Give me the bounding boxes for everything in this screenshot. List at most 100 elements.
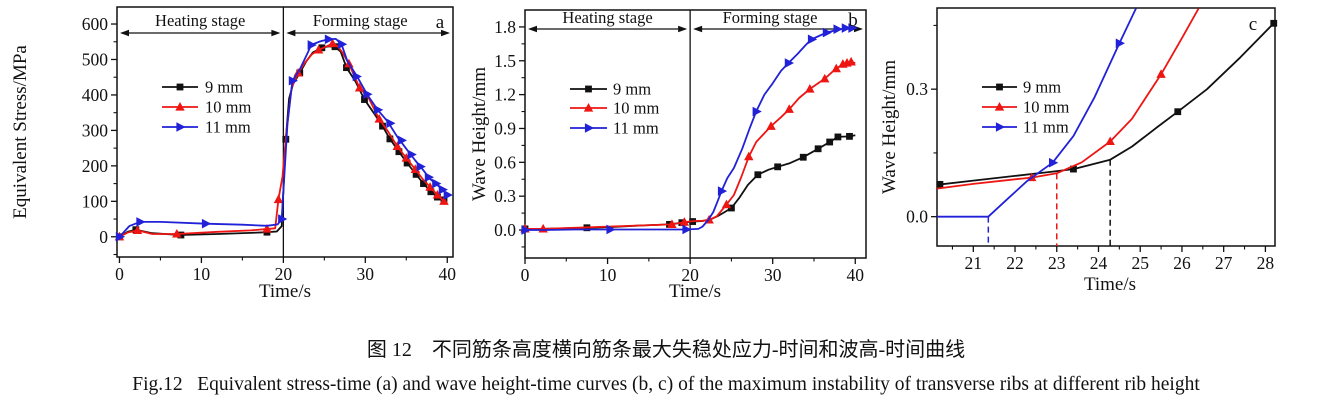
- legend-entry-11mm: 11 mm: [982, 118, 1069, 137]
- series-10mm-marker-icon: [410, 164, 421, 174]
- chart-c-wave-height-time-zoom: 21 22 23 24 25 26 27 28 0.0 0.3 Time/s Wave Height/…: [880, 7, 1278, 295]
- chart-b-wave-height-time: 0 10 20 30 40 0.0 0.3 0.6 0.9 1.2 1.5 1.8 Time/s Wave…: [469, 8, 867, 302]
- series-11mm-marker-icon: [407, 149, 417, 160]
- series-11mm-markers: [115, 34, 453, 242]
- chart-a-y-axis-ticks: 0 100 200 300 400 500 600: [82, 14, 117, 256]
- stage-label-heating: Heating stage: [562, 8, 652, 27]
- caption-chinese: 图 12 不同筋条高度横向筋条最大失稳处应力-时间和波高-时间曲线: [366, 339, 966, 361]
- y-tick-label: 100: [82, 191, 109, 211]
- series-9mm-marker-icon: [814, 145, 822, 153]
- series-10mm-marker-icon: [820, 73, 830, 83]
- series-11mm-marker-icon: [374, 105, 384, 115]
- series-11mm-line: [525, 27, 856, 231]
- y-tick-label: 400: [82, 85, 109, 105]
- x-tick-label: 30: [357, 264, 375, 284]
- chart-a-x-axis-ticks: 0 10 20 30 40: [115, 257, 456, 284]
- series-11mm-marker-icon: [115, 231, 126, 242]
- chart-b-x-axis-ticks: 0 10 20 30 40: [521, 258, 865, 285]
- y-tick-label: 200: [82, 156, 109, 176]
- series-11mm-marker-icon: [386, 118, 396, 129]
- series-10mm-marker-icon: [744, 151, 754, 161]
- series-11mm-marker-icon: [443, 190, 453, 200]
- series-10mm-marker-icon: [313, 44, 324, 54]
- series-11mm-marker-icon: [833, 24, 843, 34]
- series-10mm-marker-icon: [831, 63, 841, 73]
- y-tick-label: 0.6: [494, 152, 516, 172]
- legend-entry-9mm: 9 mm: [570, 80, 651, 99]
- x-tick-label: 20: [681, 265, 699, 285]
- y-tick-label: 0.0: [906, 207, 928, 227]
- series-11mm-marker-icon: [201, 218, 212, 229]
- caption-english: Fig.12 Equivalent stress-time (a) and wa…: [132, 374, 1200, 395]
- stage-label-forming: Forming stage: [723, 8, 818, 27]
- stage-arrow-forming: [693, 25, 863, 33]
- series-10mm-marker-icon: [262, 223, 272, 233]
- series-10mm-marker-icon: [679, 217, 690, 226]
- series-9mm-marker-icon: [379, 122, 386, 130]
- series-10mm-marker-icon: [327, 38, 338, 48]
- series-10mm-marker-icon: [667, 219, 677, 228]
- legend-marker-icon: [996, 83, 1003, 91]
- chart-a-y-axis-label: Equivalent Stress/MPa: [10, 45, 31, 219]
- legend-entry-10mm: 10 mm: [570, 99, 659, 118]
- legend-label: 9 mm: [613, 80, 651, 99]
- x-tick-label: 27: [1215, 253, 1233, 273]
- x-tick-label: 23: [1048, 253, 1066, 273]
- series-11mm-marker-icon: [848, 23, 858, 33]
- series-9mm-line: [936, 22, 1275, 186]
- y-tick-label: 600: [82, 14, 109, 34]
- chart-b-plot-frame: [524, 9, 867, 259]
- series-9mm-marker-icon: [395, 148, 403, 156]
- legend-entry-10mm: 10 mm: [982, 98, 1069, 117]
- x-tick-label: 28: [1257, 253, 1275, 273]
- x-tick-label: 20: [275, 264, 293, 284]
- series-11mm-marker-icon: [717, 186, 728, 196]
- series-11mm-marker-icon: [288, 75, 298, 86]
- series-11mm-marker-icon: [416, 161, 426, 172]
- x-tick-label: 40: [847, 265, 865, 285]
- legend-entry-11mm: 11 mm: [570, 119, 659, 138]
- series-11mm-marker-icon: [841, 23, 851, 33]
- series-11mm-marker-icon: [337, 39, 348, 50]
- x-tick-label: 30: [764, 265, 782, 285]
- chart-c-y-axis-ticks: 0.0 0.3: [906, 24, 937, 227]
- legend-marker-icon: [585, 85, 592, 93]
- series-11mm-markers: [1048, 38, 1125, 168]
- series-11mm-marker-icon: [606, 224, 616, 235]
- y-tick-label: 0.9: [494, 118, 516, 138]
- series-10mm-marker-icon: [354, 82, 365, 92]
- legend-entry-9mm: 9 mm: [982, 78, 1061, 97]
- legend-label: 10 mm: [613, 99, 659, 118]
- series-11mm-marker-icon: [438, 184, 448, 195]
- chart-b-y-axis-label: Wave Height/mm: [469, 67, 490, 201]
- stage-arrow-heating: [120, 29, 281, 37]
- series-11mm-marker-icon: [1115, 38, 1125, 49]
- series-11mm-marker-icon: [136, 217, 146, 227]
- y-tick-label: 0.0: [494, 220, 516, 240]
- series-9mm-markers: [936, 19, 1278, 188]
- legend-label: 10 mm: [205, 98, 251, 117]
- series-10mm-marker-icon: [846, 56, 856, 66]
- stage-arrow-forming-right-arrowhead-icon: [854, 25, 863, 33]
- chart-c-x-axis-ticks: 21 22 23 24 25 26 27 28: [951, 246, 1275, 273]
- series-9mm-markers: [521, 132, 853, 233]
- y-tick-label: 500: [82, 49, 109, 69]
- series-11mm-markers: [521, 23, 858, 235]
- series-9mm-marker-icon: [403, 159, 411, 167]
- series-10mm-marker-icon: [1105, 136, 1115, 146]
- x-tick-label: 21: [965, 253, 983, 273]
- legend-marker-icon: [995, 122, 1006, 132]
- x-tick-label: 0: [115, 264, 124, 284]
- stage-arrow-heating-left-arrowhead-icon: [528, 25, 537, 33]
- x-tick-label: 10: [599, 265, 617, 285]
- series-9mm-marker-icon: [799, 153, 807, 161]
- series-9mm-marker-icon: [826, 138, 834, 146]
- y-tick-label: 300: [82, 120, 109, 140]
- series-9mm-marker-icon: [774, 163, 782, 171]
- y-tick-label: 1.8: [494, 17, 516, 37]
- series-9mm-marker-icon: [427, 188, 435, 196]
- legend-marker-icon: [584, 123, 595, 133]
- series-10mm-marker-icon: [273, 194, 284, 204]
